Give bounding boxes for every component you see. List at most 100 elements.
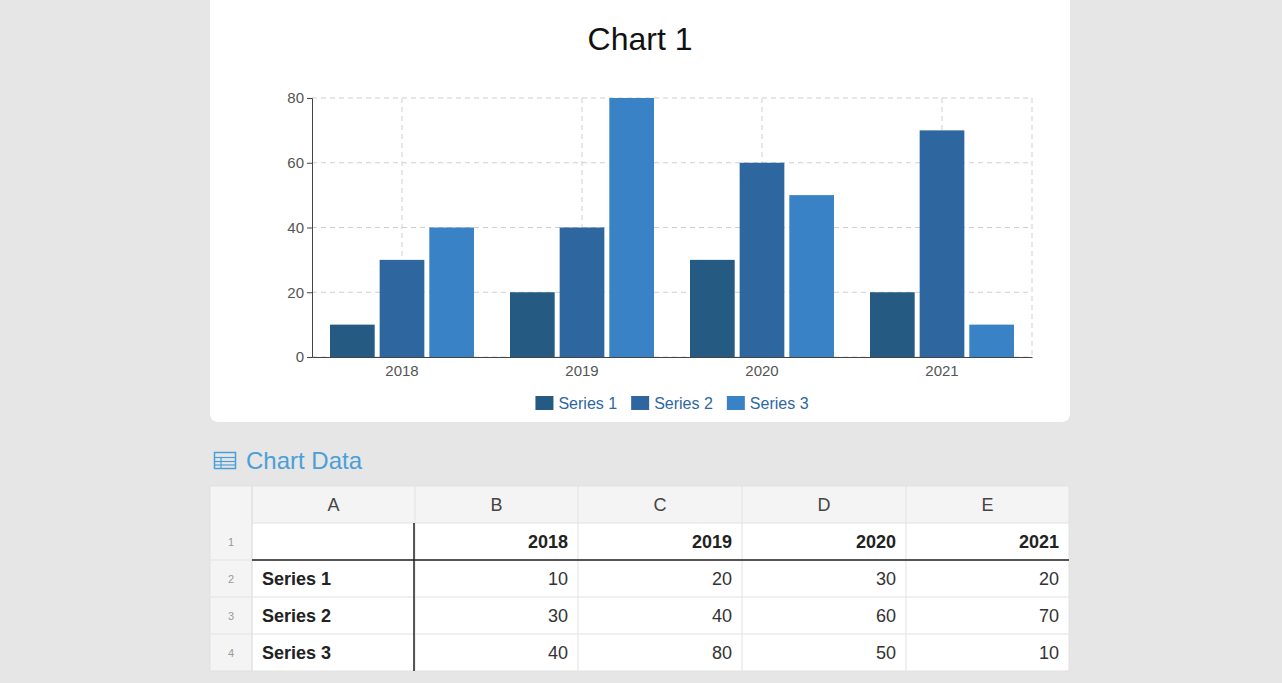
legend-label: Series 2 <box>654 395 713 412</box>
bar <box>560 228 605 358</box>
x-axis-line <box>313 357 1033 358</box>
table-col-line <box>415 486 416 671</box>
legend-item: Series 3 <box>727 395 809 412</box>
y-axis-line <box>307 99 313 358</box>
bar <box>870 292 915 357</box>
bar <box>510 292 555 357</box>
table-cell: 40 <box>548 643 568 663</box>
y-tick: 60 <box>287 154 312 171</box>
legend-swatch <box>535 396 553 410</box>
legend-swatch <box>727 396 745 410</box>
row-number: 3 <box>228 610 234 622</box>
table-row-line <box>210 560 1069 561</box>
legend-item: Series 1 <box>535 395 617 412</box>
table-cell: 20 <box>1039 569 1059 589</box>
table-header-bg <box>210 486 1069 523</box>
y-axis: 0 20 40 60 80 <box>287 89 312 365</box>
legend-label: Series 3 <box>750 395 809 412</box>
y-tick: 80 <box>287 89 312 106</box>
table-cell: 10 <box>548 569 568 589</box>
bars <box>330 98 1014 357</box>
bar <box>380 260 425 357</box>
legend: Series 1 Series 2 Series 3 <box>535 395 808 412</box>
grid <box>312 98 1032 357</box>
bar <box>789 195 834 357</box>
table-header-cell: 2018 <box>528 532 568 552</box>
table-row-header: Series 2 <box>262 606 331 626</box>
y-tick-mark <box>307 163 312 164</box>
table-cell: 30 <box>876 569 896 589</box>
table-body <box>210 486 1069 671</box>
y-tick-label: 60 <box>287 154 304 171</box>
table-cell: 30 <box>548 606 568 626</box>
y-tick: 20 <box>287 284 312 301</box>
y-tick: 0 <box>296 348 312 365</box>
y-tick-mark <box>307 98 312 99</box>
x-tick: 2021 <box>925 362 958 379</box>
bar <box>609 98 654 357</box>
x-tick: 2019 <box>565 362 598 379</box>
y-tick: 40 <box>287 219 312 236</box>
table-cell: 60 <box>876 606 896 626</box>
table-header-divider <box>413 523 415 671</box>
x-tick-label: 2018 <box>385 362 418 379</box>
x-tick: 2020 <box>745 362 778 379</box>
bar <box>920 130 965 357</box>
table-rownum-bg <box>210 486 252 671</box>
table-header-divider <box>252 559 1069 561</box>
y-tick-label: 0 <box>296 348 304 365</box>
row-number: 4 <box>228 647 234 659</box>
data-table: A B C D E 1 2 3 4 2018 2019 2020 2021 Series 1 10 20 30 2… <box>210 486 1069 671</box>
y-tick-mark <box>307 228 312 229</box>
row-number: 1 <box>228 536 234 548</box>
chart-title: Chart 1 <box>588 21 693 57</box>
table-header-cell: 2020 <box>856 532 896 552</box>
legend-label: Series 1 <box>558 395 617 412</box>
bar <box>740 163 785 357</box>
y-tick-label: 20 <box>287 284 304 301</box>
x-tick-label: 2021 <box>925 362 958 379</box>
column-letter: E <box>981 495 993 515</box>
table-row-header: Series 3 <box>262 643 331 663</box>
grid-line-y <box>312 98 1032 99</box>
bar <box>690 260 735 357</box>
column-letter: C <box>654 495 667 515</box>
table-col-line <box>906 486 907 671</box>
row-number: 2 <box>228 573 234 585</box>
legend-item: Series 2 <box>631 395 713 412</box>
table-col-line <box>252 486 253 671</box>
table-row-header: Series 1 <box>262 569 331 589</box>
table-col-line <box>742 486 743 671</box>
column-letter: D <box>818 495 831 515</box>
table-row-line <box>210 597 1069 598</box>
chart-card <box>210 0 1070 422</box>
bar <box>429 228 474 358</box>
table-cell: 10 <box>1039 643 1059 663</box>
x-tick: 2018 <box>385 362 418 379</box>
x-tick-label: 2019 <box>565 362 598 379</box>
table-col-line <box>578 486 579 671</box>
table-header-cell: 2021 <box>1019 532 1059 552</box>
table-cell: 40 <box>712 606 732 626</box>
y-tick-label: 40 <box>287 219 304 236</box>
bar <box>330 325 375 357</box>
column-letter: A <box>327 495 339 515</box>
bar <box>969 325 1014 357</box>
column-letter: B <box>490 495 502 515</box>
y-tick-label: 80 <box>287 89 304 106</box>
table-cell: 70 <box>1039 606 1059 626</box>
table-cell: 50 <box>876 643 896 663</box>
x-tick-label: 2020 <box>745 362 778 379</box>
table-cell: 80 <box>712 643 732 663</box>
background <box>0 0 1282 683</box>
y-tick-mark <box>307 357 312 358</box>
table-icon <box>215 453 236 469</box>
table-cell: 20 <box>712 569 732 589</box>
page: Chart 10204060802018201920202021Series 1… <box>0 0 1282 683</box>
table-header-cell: 2019 <box>692 532 732 552</box>
table-title: Chart Data <box>246 447 363 474</box>
y-tick-mark <box>307 292 312 293</box>
table-row-line <box>210 634 1069 635</box>
x-axis: 2018 2019 2020 2021 <box>313 358 1033 379</box>
legend-swatch <box>631 396 649 410</box>
